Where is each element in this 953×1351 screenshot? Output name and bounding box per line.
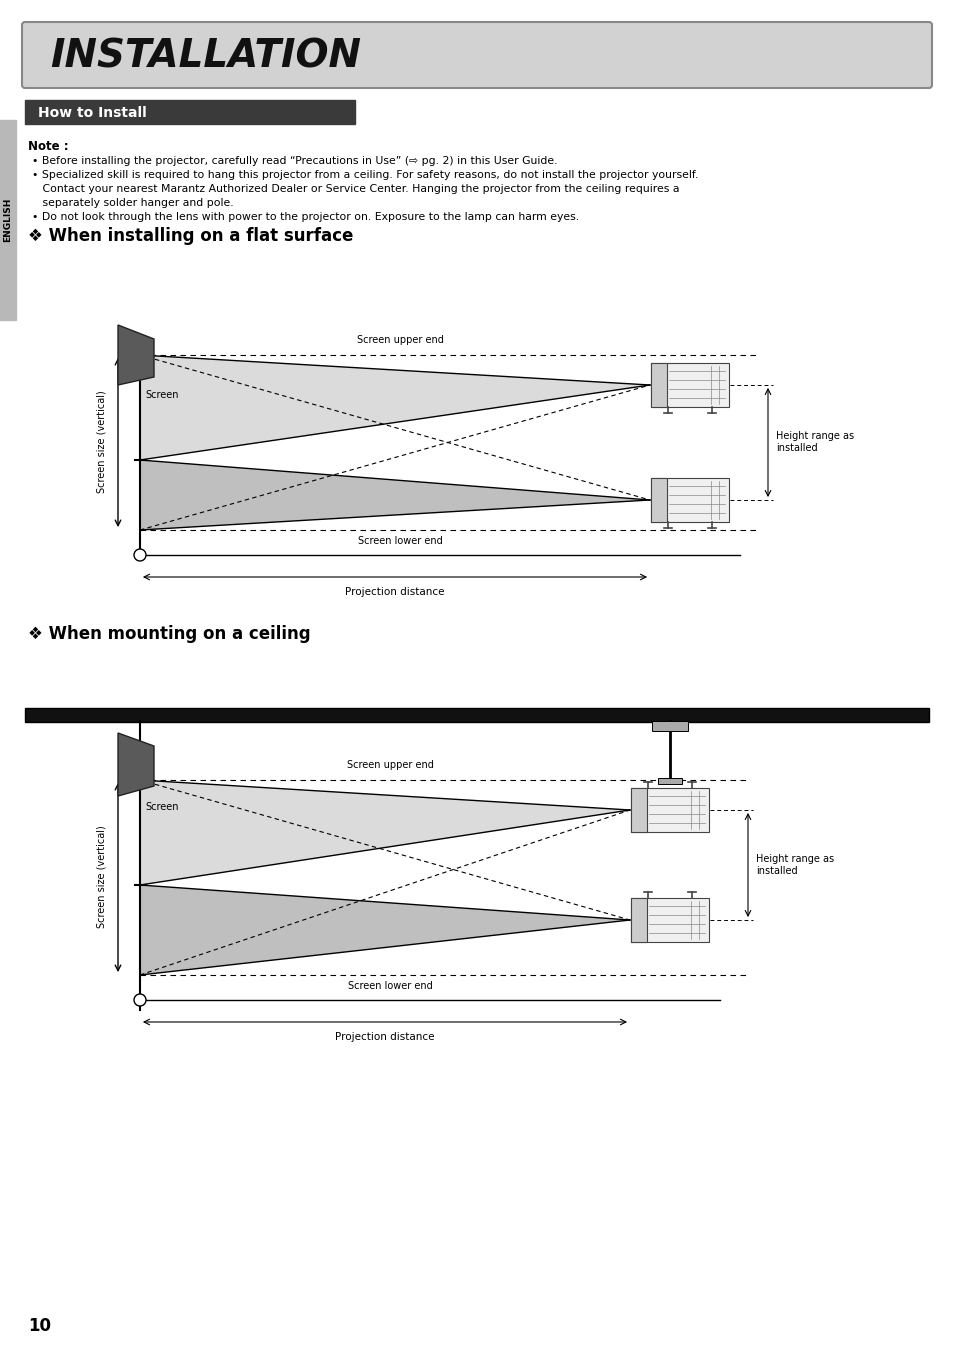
Text: Contact your nearest Marantz Authorized Dealer or Service Center. Hanging the pr: Contact your nearest Marantz Authorized …	[32, 184, 679, 195]
Text: ❖ When installing on a flat surface: ❖ When installing on a flat surface	[28, 227, 353, 245]
Text: Projection distance: Projection distance	[335, 1032, 435, 1042]
Text: ❖ When mounting on a ceiling: ❖ When mounting on a ceiling	[28, 626, 311, 643]
Text: How to Install: How to Install	[38, 105, 147, 120]
Text: • Specialized skill is required to hang this projector from a ceiling. For safet: • Specialized skill is required to hang …	[32, 170, 698, 180]
Bar	[630, 788, 708, 832]
Bar	[650, 478, 728, 521]
Text: ENGLISH: ENGLISH	[4, 197, 12, 242]
Text: separately solder hanger and pole.: separately solder hanger and pole.	[32, 199, 233, 208]
Bar	[650, 478, 666, 521]
Bar	[630, 898, 708, 942]
Bar	[630, 898, 646, 942]
Circle shape	[133, 994, 146, 1006]
Polygon shape	[140, 459, 649, 530]
Text: INSTALLATION: INSTALLATION	[50, 38, 360, 76]
Text: Projection distance: Projection distance	[345, 586, 444, 597]
Text: Screen size (vertical): Screen size (vertical)	[97, 390, 107, 493]
Circle shape	[133, 549, 146, 561]
Text: Screen size (vertical): Screen size (vertical)	[97, 825, 107, 928]
Text: Screen lower end: Screen lower end	[347, 981, 432, 992]
Polygon shape	[140, 885, 629, 975]
Bar	[0, 120, 16, 320]
Text: Screen: Screen	[145, 390, 178, 400]
Text: 10: 10	[28, 1317, 51, 1335]
Bar	[25, 708, 928, 721]
Text: Height range as
installed: Height range as installed	[755, 854, 833, 875]
Text: Height range as
installed: Height range as installed	[775, 431, 853, 453]
Polygon shape	[118, 326, 153, 385]
Text: Screen lower end: Screen lower end	[357, 536, 442, 546]
Polygon shape	[140, 355, 649, 459]
FancyBboxPatch shape	[22, 22, 931, 88]
Text: Screen upper end: Screen upper end	[356, 335, 443, 345]
Text: Screen upper end: Screen upper end	[346, 761, 433, 770]
Text: • Do not look through the lens with power to the projector on. Exposure to the l: • Do not look through the lens with powe…	[32, 212, 578, 222]
Text: Screen: Screen	[145, 802, 178, 812]
Bar	[650, 363, 666, 407]
Bar	[630, 788, 646, 832]
Bar	[651, 721, 687, 731]
Bar	[650, 363, 728, 407]
Text: • Before installing the projector, carefully read “Precautions in Use” (⇨ pg. 2): • Before installing the projector, caref…	[32, 155, 557, 166]
Bar	[25, 100, 355, 124]
Polygon shape	[118, 734, 153, 796]
Text: Note :: Note :	[28, 141, 69, 153]
Bar	[658, 778, 681, 784]
Polygon shape	[140, 780, 629, 885]
